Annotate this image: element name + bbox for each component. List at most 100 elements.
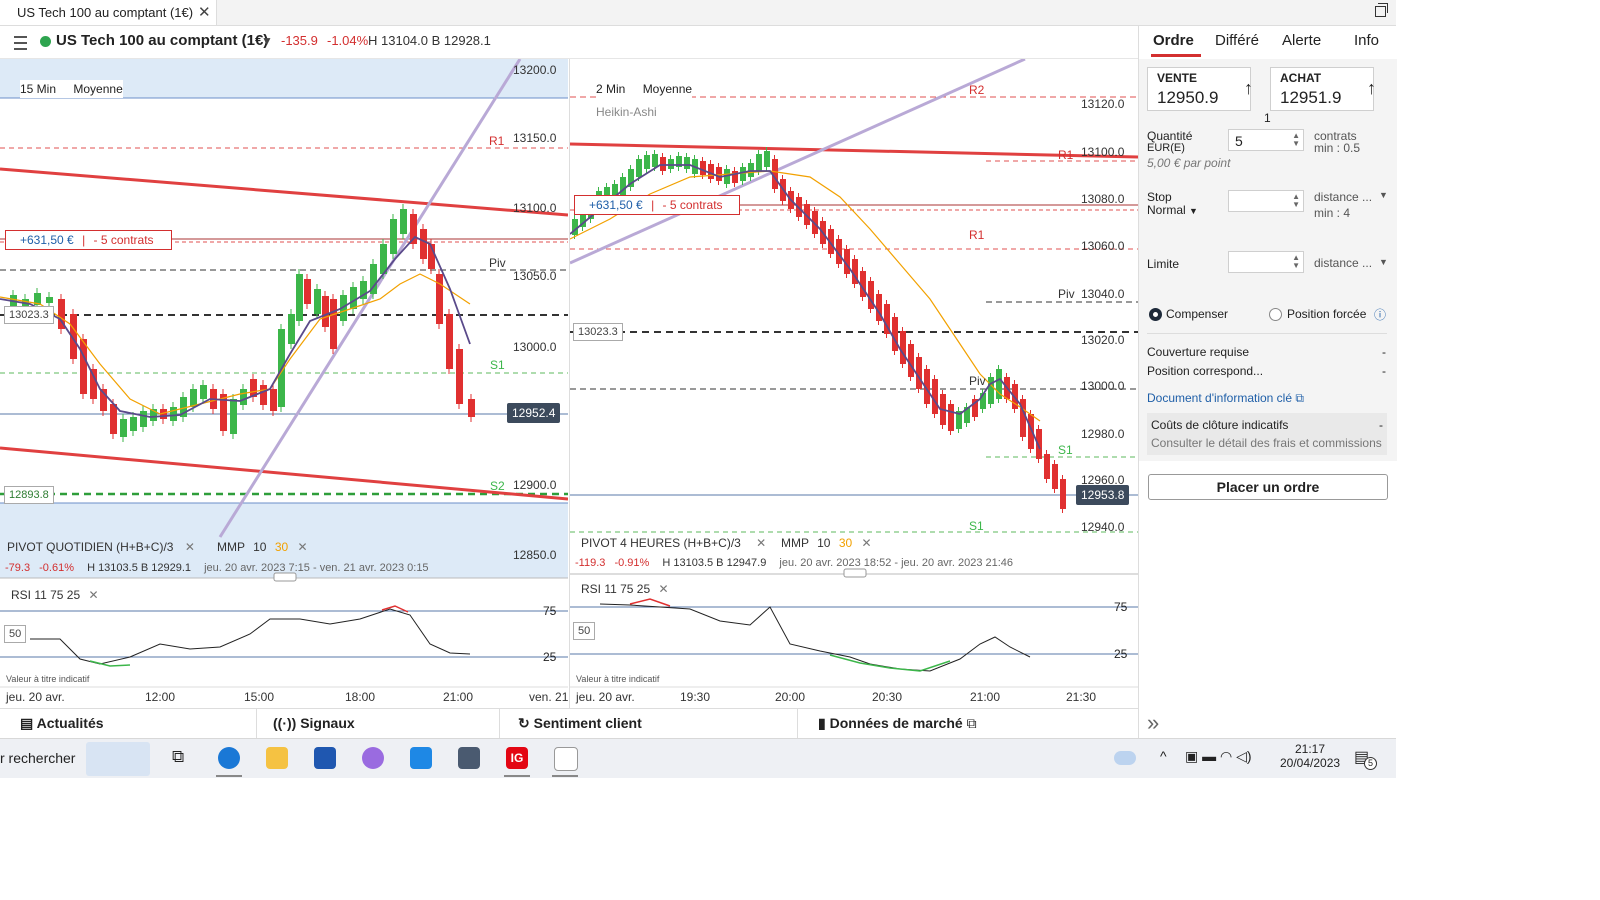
kid-document-link[interactable]: Document d'information clé ⧉ — [1147, 391, 1304, 406]
nav-signals[interactable]: ((·)) Signaux — [273, 715, 355, 731]
indicator-pivot[interactable]: PIVOT 4 HEURES (H+B+C)/3 ✕ — [581, 536, 766, 550]
candle — [260, 385, 267, 405]
chevron-up-icon[interactable]: ^ — [1160, 748, 1167, 764]
calculator-icon[interactable] — [458, 747, 480, 769]
ig-icon[interactable]: IG — [506, 747, 528, 769]
menu-icon[interactable] — [14, 36, 27, 50]
chart-pane-15min[interactable]: 15 Min Moyenne +631,50 € | - 5 contrats … — [0, 59, 568, 708]
close-icon[interactable]: ✕ — [297, 540, 308, 554]
sell-button[interactable]: VENTE 12950.9 ↑ — [1147, 67, 1253, 111]
price-axis-label: 12960.0 — [1081, 473, 1125, 487]
store-icon[interactable] — [314, 747, 336, 769]
costs-detail-link[interactable]: Consulter le détail des frais et commiss… — [1151, 436, 1382, 450]
stop-type-select[interactable]: Normal ▼ — [1147, 203, 1198, 217]
close-icon[interactable]: ✕ — [198, 4, 211, 21]
chart-type-label[interactable]: Moyenne — [642, 82, 693, 96]
rsi-label: RSI 11 75 25 — [11, 588, 81, 602]
timeframe-label[interactable]: 2 Min — [596, 82, 626, 96]
edge-icon[interactable] — [218, 747, 240, 769]
rsi-overbought-segment — [629, 598, 671, 607]
chart-app-icon[interactable] — [554, 747, 578, 771]
candle — [1052, 464, 1058, 489]
chevron-down-icon: ▼ — [1189, 206, 1198, 216]
tab-order[interactable]: Ordre — [1153, 32, 1194, 49]
nav-market-data-label: Données de marché — [829, 715, 963, 731]
candle — [90, 369, 97, 399]
chart-stats: -79.3 -0.61% H 13103.5 B 12929.1 jeu. 20… — [5, 562, 429, 574]
chevron-down-icon[interactable]: ▼ — [261, 34, 273, 48]
close-icon[interactable]: ✕ — [658, 582, 669, 596]
window-tab-bar: US Tech 100 au comptant (1€) ✕ — [0, 0, 1396, 26]
stats-range: jeu. 20 avr. 2023 18:52 - jeu. 20 avr. 2… — [779, 557, 1014, 569]
close-icon[interactable]: ✕ — [861, 536, 872, 550]
file-explorer-icon[interactable] — [266, 747, 288, 769]
tab-info[interactable]: Info — [1354, 32, 1380, 49]
info-icon[interactable]: ⓘ — [1374, 308, 1387, 322]
chart-type-label[interactable]: Moyenne — [73, 82, 123, 96]
timeframe-selector[interactable]: 15 Min Moyenne — [20, 80, 123, 98]
chevron-down-icon[interactable]: ▼ — [1379, 257, 1388, 267]
external-link-icon: ⧉ — [966, 715, 977, 731]
buy-button[interactable]: ACHAT 12951.9 ↑ — [1270, 67, 1376, 111]
quantity-input[interactable]: 5 ▲ ▼ — [1228, 129, 1304, 151]
task-view-icon[interactable]: ⧉ — [172, 747, 185, 766]
indicator-mmp[interactable]: MMP 10 30 ✕ — [217, 540, 308, 554]
tab-deferred[interactable]: Différé — [1215, 32, 1259, 49]
radio-forced[interactable] — [1269, 308, 1282, 321]
candle — [1028, 414, 1034, 449]
close-icon[interactable]: ✕ — [88, 588, 99, 602]
stepper-icon[interactable]: ▲ ▼ — [1292, 131, 1300, 148]
place-order-button[interactable]: Placer un ordre — [1148, 474, 1388, 500]
stop-distance-select[interactable]: distance ... — [1314, 190, 1372, 204]
timeframe-selector[interactable]: 2 Min Moyenne — [596, 80, 693, 98]
candle — [380, 244, 387, 274]
stop-input[interactable]: ▲ ▼ — [1228, 190, 1304, 212]
instrument-name[interactable]: US Tech 100 au comptant (1€) — [56, 32, 269, 49]
close-icon[interactable]: ✕ — [184, 540, 195, 554]
chart-pane-2min[interactable]: 2 Min Moyenne Heikin-Ashi +631,50 € | - … — [569, 59, 1138, 708]
time-axis-label: 21:00 — [443, 690, 474, 704]
restore-window-icon[interactable] — [1375, 3, 1388, 17]
quantity-suffix: contrats — [1314, 129, 1357, 143]
stepper-icon[interactable]: ▲ ▼ — [1292, 192, 1300, 209]
spread-value: 1 — [1264, 111, 1271, 125]
nav-sentiment[interactable]: ↻ Sentiment client — [518, 715, 642, 732]
position-box[interactable]: +631,50 € | - 5 contrats — [574, 195, 740, 215]
stepper-icon[interactable]: ▲ ▼ — [1292, 253, 1300, 270]
windows-taskbar: r rechercher ⧉ IG ^ ▣ ▬ ◠ ◁) 21:17 20/04… — [0, 738, 1396, 778]
indicator-pivot[interactable]: PIVOT QUOTIDIEN (H+B+C)/3 ✕ — [7, 540, 195, 554]
closing-costs-box[interactable]: Coûts de clôture indicatifs - Consulter … — [1147, 413, 1387, 455]
timeframe-label[interactable]: 15 Min — [20, 82, 57, 96]
mail-icon[interactable] — [410, 747, 432, 769]
candle — [868, 281, 874, 309]
window-tab[interactable]: US Tech 100 au comptant (1€) ✕ — [0, 0, 217, 25]
pivot-r1-label: R1 — [489, 134, 505, 148]
rsi-indicator[interactable]: RSI 11 75 25 ✕ — [11, 588, 99, 602]
limit-distance-select[interactable]: distance ... — [1314, 256, 1372, 270]
search-highlight-icon[interactable] — [86, 742, 150, 776]
copilot-icon[interactable] — [362, 747, 384, 769]
position-box[interactable]: +631,50 € | - 5 contrats — [5, 230, 172, 250]
taskbar-search[interactable]: r rechercher — [0, 750, 76, 766]
tab-alert[interactable]: Alerte — [1282, 32, 1322, 49]
chart-15min-canvas[interactable] — [0, 59, 568, 708]
tray-icons[interactable]: ▣ ▬ ◠ ◁) — [1185, 748, 1252, 764]
radio-compensate[interactable] — [1149, 308, 1162, 321]
candle — [772, 159, 778, 189]
indicator-pivot-label: PIVOT QUOTIDIEN (H+B+C)/3 — [7, 540, 174, 554]
limit-input[interactable]: ▲ ▼ — [1228, 251, 1304, 273]
nav-market-data[interactable]: ▮ Données de marché ⧉ — [818, 715, 977, 732]
expand-icon[interactable]: » — [1147, 710, 1160, 735]
rsi-indicator[interactable]: RSI 11 75 25 ✕ — [581, 582, 669, 596]
nav-news[interactable]: ▤ Actualités — [20, 715, 104, 732]
chevron-down-icon[interactable]: ▼ — [1379, 190, 1388, 200]
close-icon[interactable]: ✕ — [756, 536, 767, 550]
candle — [876, 294, 882, 321]
newspaper-icon: ▤ — [20, 715, 34, 731]
price-axis-label: 13100.0 — [1081, 145, 1125, 159]
indicator-mmp[interactable]: MMP 10 30 ✕ — [781, 536, 872, 550]
trend-line — [570, 59, 1026, 265]
weather-icon[interactable] — [1114, 751, 1136, 765]
system-clock[interactable]: 21:17 20/04/2023 — [1280, 742, 1340, 770]
chart-2min-canvas[interactable] — [570, 59, 1138, 708]
